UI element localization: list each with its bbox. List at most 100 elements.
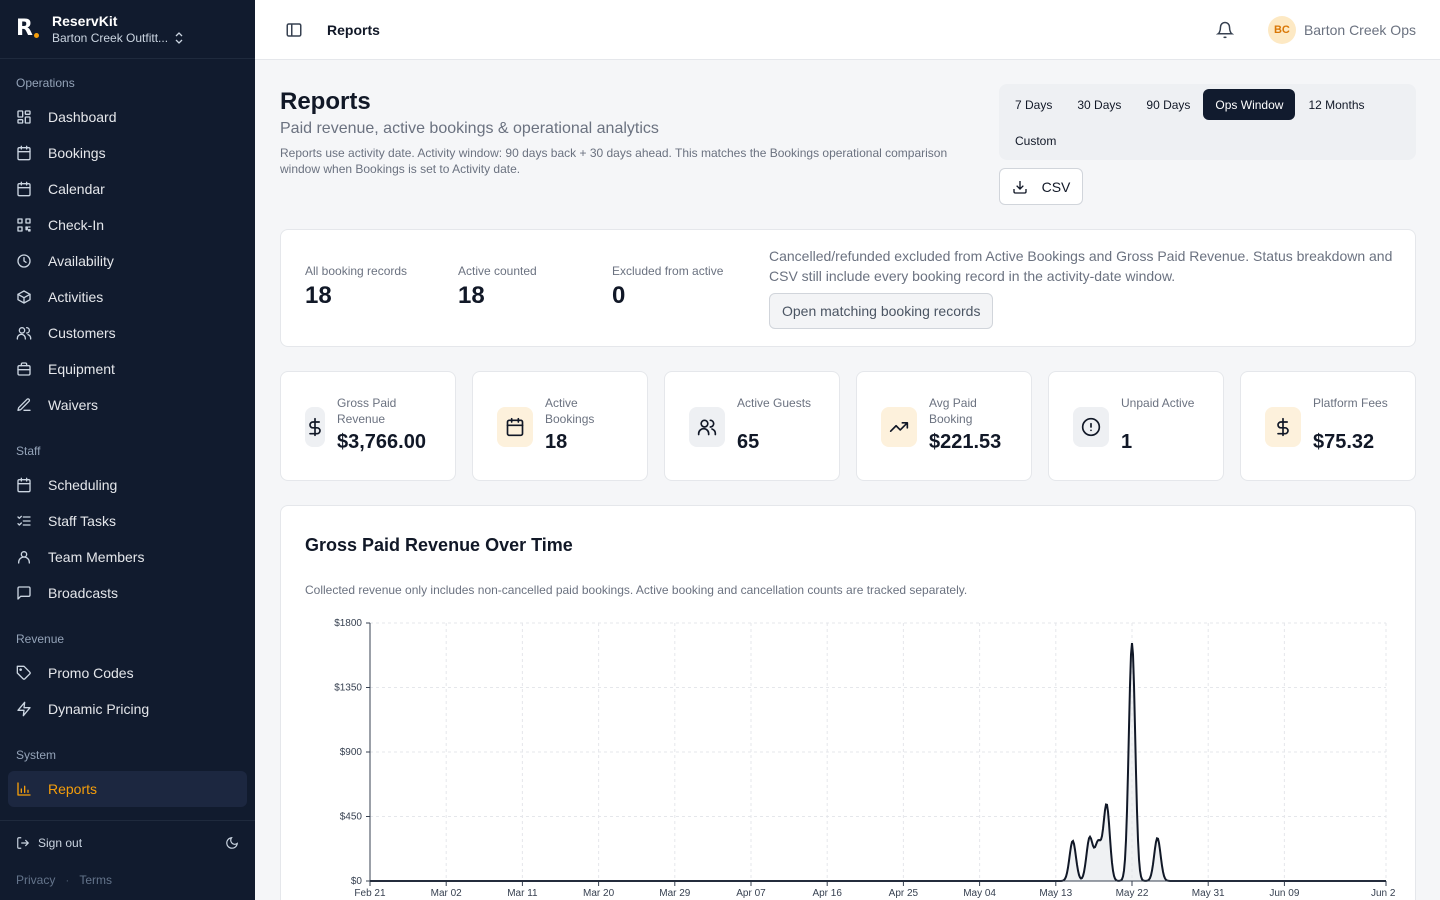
sidebar: R ReservKit Barton Creek Outfitt... Oper…: [0, 0, 255, 900]
stat-value: 18: [458, 282, 485, 309]
sidebar-item-scheduling[interactable]: Scheduling: [8, 467, 247, 503]
message-icon: [17, 586, 31, 600]
x-tick-label: Jun 09: [1269, 888, 1299, 899]
date-range-selector: 7 Days 30 Days 90 Days Ops Window 12 Months C…: [999, 84, 1416, 160]
sidebar-item-label: Broadcasts: [48, 585, 119, 601]
sidebar-item-availability[interactable]: Availability: [8, 243, 247, 279]
sidebar-item-check-in[interactable]: Check-In: [8, 207, 247, 243]
moon-icon[interactable]: [225, 836, 239, 850]
sidebar-item-bookings[interactable]: Bookings: [8, 135, 247, 171]
app-logo: R: [16, 17, 40, 41]
kpi-label: Unpaid Active: [1121, 396, 1195, 410]
sidebar-item-label: Scheduling: [48, 477, 118, 493]
avatar[interactable]: BC: [1267, 15, 1296, 44]
sign-out-button[interactable]: Sign out: [16, 836, 82, 850]
sidebar-item-calendar[interactable]: Calendar: [8, 171, 247, 207]
users-icon: [16, 327, 32, 340]
sidebar-item-equipment[interactable]: Equipment: [8, 351, 247, 387]
sidebar-item-customers[interactable]: Customers: [8, 315, 247, 351]
csv-export-button[interactable]: CSV: [999, 168, 1083, 205]
range-option-12-months[interactable]: 12 Months: [1308, 97, 1365, 112]
calendar-icon: [497, 407, 533, 447]
dollar-icon: [1265, 407, 1301, 447]
x-tick-label: Apr 07: [736, 888, 766, 899]
revenue-area-chart: $0 $450 $900 $1350 $1800 Feb 21 Mar 02 Mar 11 Ma…: [334, 618, 1395, 899]
briefcase-icon: [16, 361, 32, 377]
y-tick-label: $1350: [334, 683, 362, 694]
x-tick-label: Jun 21: [1371, 888, 1395, 899]
range-option-90-days[interactable]: 90 Days: [1146, 97, 1191, 112]
sidebar-item-promo-codes[interactable]: Promo Codes: [8, 655, 247, 691]
sidebar-item-label: Promo Codes: [48, 665, 134, 681]
x-tick-label: May 22: [1116, 888, 1149, 899]
zap-icon: [16, 701, 32, 717]
sidebar-item-broadcasts[interactable]: Broadcasts: [8, 575, 247, 611]
terms-link[interactable]: Terms: [79, 873, 113, 887]
kpi-label: Active Guests: [737, 396, 812, 410]
dollar-icon: [1277, 417, 1289, 437]
org-switcher[interactable]: Barton Creek Outfitt...: [52, 31, 184, 45]
calendar-icon: [506, 417, 524, 437]
sidebar-item-label: Team Members: [48, 549, 145, 565]
csv-label: CSV: [1041, 178, 1071, 195]
separator: ·: [65, 873, 70, 887]
chart-title: Gross Paid Revenue Over Time: [305, 535, 573, 555]
user-name[interactable]: Barton Creek Ops: [1303, 21, 1416, 38]
message-icon: [16, 585, 32, 601]
sidebar-item-dashboard[interactable]: Dashboard: [8, 99, 247, 135]
sidebar-item-team-members[interactable]: Team Members: [8, 539, 247, 575]
sidebar-item-label: Bookings: [48, 145, 106, 161]
summary-note: Cancelled/refunded excluded from Active …: [769, 248, 1393, 284]
sidebar-item-label: Availability: [48, 253, 114, 269]
sidebar-item-activities[interactable]: Activities: [8, 279, 247, 315]
tag-icon: [16, 665, 32, 681]
list-checks-icon: [16, 513, 32, 529]
sidebar-item-reports[interactable]: Reports: [8, 771, 247, 807]
dollar-icon: [309, 417, 321, 437]
sidebar-item-waivers[interactable]: Waivers: [8, 387, 247, 423]
open-booking-records-button[interactable]: Open matching booking records: [769, 293, 994, 329]
sidebar-item-label: Check-In: [48, 217, 105, 233]
page-subtitle: Paid revenue, active bookings & operatio…: [280, 120, 659, 137]
list-checks-icon: [17, 515, 31, 526]
calendar-icon: [17, 145, 31, 161]
bell-icon[interactable]: [1215, 21, 1234, 39]
trending-up-icon: [881, 407, 917, 447]
kpi-value: 1: [1121, 431, 1133, 453]
dashboard-icon: [16, 109, 32, 125]
log-out-icon: [17, 837, 30, 849]
x-tick-label: Apr 25: [889, 888, 919, 899]
bar-chart-icon: [17, 782, 31, 796]
calendar-icon: [17, 477, 31, 493]
nav-section-title: Revenue: [16, 632, 65, 646]
package-icon: [17, 290, 31, 304]
stat-label: Active counted: [458, 264, 537, 278]
sign-out-label: Sign out: [38, 836, 83, 850]
sidebar-item-label: Customers: [48, 325, 116, 341]
privacy-link[interactable]: Privacy: [16, 873, 56, 887]
tag-icon: [16, 665, 31, 680]
revenue-chart-card: Gross Paid Revenue Over Time Collected r…: [280, 505, 1416, 900]
sidebar-nav: Operations Dashboard Bookings Calendar Check…: [0, 59, 255, 807]
sidebar-item-label: Equipment: [48, 361, 115, 377]
y-tick-label: $1800: [334, 618, 362, 629]
alert-circle-icon: [1081, 417, 1101, 437]
qr-code-icon: [17, 218, 31, 232]
stat-value: 0: [612, 282, 626, 309]
y-tick-label: $900: [340, 747, 363, 758]
sidebar-item-label: Dynamic Pricing: [48, 701, 150, 717]
calendar-icon: [17, 181, 31, 197]
sidebar-item-dynamic-pricing[interactable]: Dynamic Pricing: [8, 691, 247, 727]
range-option-30-days[interactable]: 30 Days: [1077, 97, 1122, 112]
range-option-ops-window[interactable]: Ops Window: [1203, 89, 1296, 120]
sidebar-item-label: Calendar: [48, 181, 105, 197]
range-option-7-days[interactable]: 7 Days: [1015, 97, 1053, 112]
zap-icon: [17, 701, 31, 717]
sidebar-toggle-icon[interactable]: [285, 21, 303, 39]
briefcase-icon: [17, 362, 31, 376]
brand-header[interactable]: R ReservKit Barton Creek Outfitt...: [0, 0, 255, 59]
y-tick-label: $0: [351, 876, 363, 887]
booking-summary-card: All booking records 18 Active counted 18…: [280, 229, 1416, 347]
range-option-custom[interactable]: Custom: [1015, 133, 1057, 148]
sidebar-item-staff-tasks[interactable]: Staff Tasks: [8, 503, 247, 539]
